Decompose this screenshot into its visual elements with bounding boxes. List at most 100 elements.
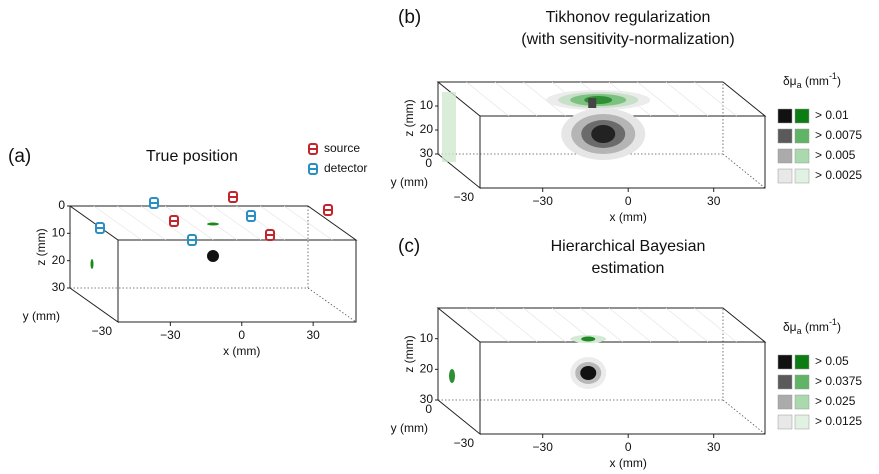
grid-line: [637, 81, 680, 117]
box-edges: [436, 307, 767, 436]
z-tick-label: 20: [420, 362, 434, 376]
legend-swatch-green: [794, 374, 810, 390]
legend-label: > 0.05: [815, 354, 849, 368]
blob-side: [449, 369, 455, 383]
z-tick-label: 30: [52, 280, 66, 294]
z-tick-label: 20: [52, 253, 66, 267]
box-edges: [436, 81, 767, 190]
grid-line: [141, 205, 190, 241]
legend-label: detector: [324, 161, 367, 175]
legend-swatch-gray: [777, 414, 793, 430]
z-tick-label: 10: [420, 331, 434, 345]
grid-line: [117, 205, 166, 241]
legend-exponent: -1: [829, 317, 837, 327]
legend-label: > 0.0075: [815, 128, 862, 142]
z-tick-label: 10: [420, 98, 434, 112]
grid-line: [665, 81, 709, 117]
blob: [591, 125, 616, 143]
legend-swatch-green: [794, 354, 810, 370]
x-tick-label: 0: [238, 328, 245, 342]
grid-line: [523, 81, 566, 117]
z-tick-label: 20: [420, 122, 434, 136]
blob: [580, 366, 597, 380]
legend-swatch-green: [794, 148, 810, 164]
x-tick-label: 30: [707, 194, 721, 208]
panel-label: (b): [398, 7, 421, 28]
legend-title: δμa (mm-1): [783, 317, 841, 336]
legend-label: > 0.025: [815, 394, 856, 408]
box-back-dotted: [438, 308, 766, 435]
x-tick-label: 30: [306, 328, 320, 342]
legend-swatch-green: [794, 108, 810, 124]
z-axis-label: z (mm): [34, 228, 48, 265]
legend-swatch-gray: [777, 108, 793, 124]
blob-side: [442, 92, 456, 162]
legend-label: > 0.005: [815, 148, 856, 162]
legend-swatch-green: [794, 394, 810, 410]
legend-unit: (mm: [802, 320, 829, 334]
grid-line: [260, 205, 309, 241]
z-tick-label: 30: [420, 146, 434, 160]
legend-close: ): [837, 74, 841, 88]
grid-line: [236, 205, 285, 241]
legend-label: > 0.0125: [815, 414, 862, 428]
x-axis-label: x (mm): [223, 344, 260, 358]
grid-line: [694, 307, 737, 343]
legend-exponent: -1: [829, 71, 837, 81]
box-edges: [68, 205, 358, 323]
y-tick-label: 0: [425, 156, 432, 170]
x-tick-label: −30: [533, 194, 554, 208]
legend-symbol: δμ: [783, 74, 797, 88]
grid-line: [580, 307, 623, 343]
legend-swatch-gray: [777, 394, 793, 410]
z-tick-label: 30: [420, 392, 434, 406]
legend-label: > 0.0375: [815, 374, 862, 388]
panel-label: (a): [8, 146, 31, 167]
grid-line: [494, 307, 538, 343]
legend-swatch-green: [794, 128, 810, 144]
panel-title: True position: [146, 148, 238, 165]
y-tick-label: 0: [425, 402, 432, 416]
x-tick-label: 30: [707, 440, 721, 454]
y-axis-label: y (mm): [23, 309, 60, 323]
y-tick-label: −30: [92, 324, 113, 338]
legend-title: δμa (mm-1): [783, 71, 841, 90]
x-axis-label: x (mm): [610, 456, 647, 470]
legend-swatch-gray: [777, 374, 793, 390]
legend-swatch-green: [794, 168, 810, 184]
legend-close: ): [837, 320, 841, 334]
legend-unit: (mm: [802, 74, 829, 88]
z-tick-label: 0: [58, 198, 65, 212]
grid-line: [608, 307, 652, 343]
blob-top: [581, 336, 596, 342]
legend-swatch-gray: [777, 148, 793, 164]
target: [207, 250, 219, 262]
target-side: [90, 259, 94, 269]
blob-core: [588, 98, 597, 108]
z-axis-label: z (mm): [402, 335, 416, 372]
grid-line: [284, 205, 333, 241]
target-shadow: [207, 222, 219, 226]
panel-title: estimation: [592, 260, 665, 277]
legend-label: > 0.01: [815, 108, 849, 122]
y-tick-label: −30: [454, 190, 475, 204]
grid-line: [466, 81, 509, 117]
z-tick-label: 10: [52, 226, 66, 240]
x-axis-label: x (mm): [610, 210, 647, 224]
grid-line: [466, 307, 509, 343]
z-axis-label: z (mm): [402, 99, 416, 136]
legend-swatch-gray: [777, 354, 793, 370]
grid-line: [637, 307, 680, 343]
legend-subscript: a: [797, 326, 802, 336]
legend-swatch-gray: [777, 128, 793, 144]
panel-title: (with sensitivity-normalization): [521, 31, 734, 48]
x-tick-label: 0: [625, 194, 632, 208]
legend-swatch-green: [794, 414, 810, 430]
legend-label: source: [324, 141, 360, 155]
box-back-dotted: [70, 206, 357, 323]
legend-label: > 0.0025: [815, 168, 862, 182]
grid-line: [212, 205, 261, 241]
grid-line: [494, 81, 538, 117]
panel-title: Hierarchical Bayesian: [551, 238, 706, 255]
